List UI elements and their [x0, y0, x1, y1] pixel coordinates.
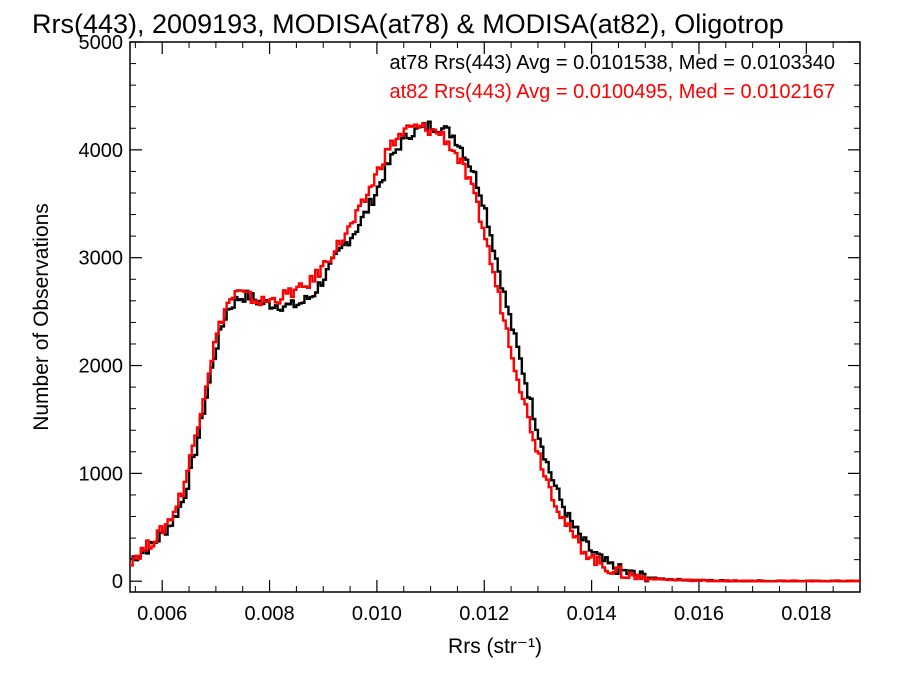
legend-entry-at82: at82 Rrs(443) Avg = 0.0100495, Med = 0.0…: [389, 81, 835, 103]
y-axis-label: Number of Observations: [30, 203, 53, 431]
y-tick-label: 0: [112, 571, 123, 593]
x-tick-label: 0.014: [567, 603, 617, 625]
plot-frame: [129, 41, 861, 593]
histogram-series: [130, 120, 860, 583]
x-tick-label: 0.016: [674, 603, 724, 625]
x-tick-labels: 0.006 0.008 0.010 0.012 0.014 0.016 0.018: [137, 603, 831, 625]
x-tick-label: 0.012: [459, 603, 509, 625]
series-line-at82: [130, 122, 860, 583]
y-tick-label: 2000: [79, 356, 124, 378]
axis-ticks: [130, 41, 861, 592]
y-tick-label: 1000: [79, 463, 124, 485]
y-tick-labels: 0 1000 2000 3000 4000 5000: [79, 32, 124, 593]
y-tick-label: 4000: [79, 140, 124, 162]
y-tick-label: 5000: [79, 32, 124, 54]
chart-title: Rrs(443), 2009193, MODISA(at78) & MODISA…: [32, 9, 784, 39]
x-tick-label: 0.010: [352, 603, 402, 625]
legend-entry-at78: at78 Rrs(443) Avg = 0.0101538, Med = 0.0…: [389, 52, 835, 74]
x-tick-label: 0.006: [137, 603, 187, 625]
x-axis-label: Rrs (str⁻¹): [448, 635, 542, 658]
x-tick-label: 0.018: [781, 603, 831, 625]
x-tick-label: 0.008: [245, 603, 295, 625]
series-line-at78: [130, 120, 860, 583]
y-tick-label: 3000: [79, 248, 124, 270]
